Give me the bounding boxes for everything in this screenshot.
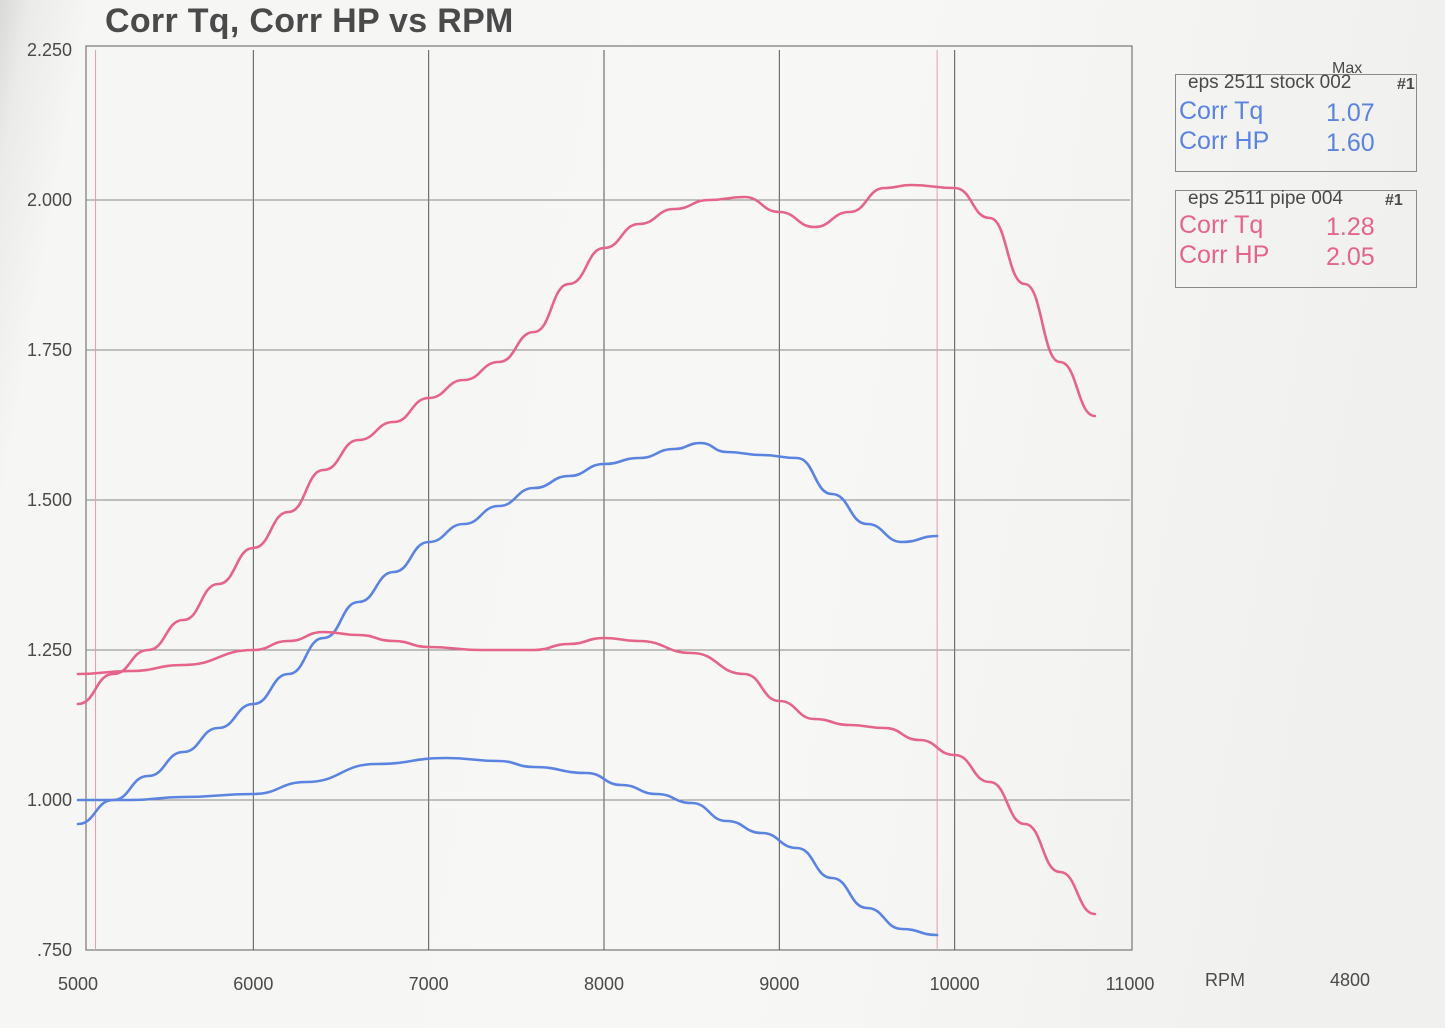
legend-pipe-hp-label: Corr HP xyxy=(1179,241,1270,269)
series-line-pipe-corr-tq xyxy=(76,630,1097,916)
legend-max-label: Max xyxy=(1332,60,1363,77)
x-tick-label: 6000 xyxy=(233,974,273,994)
legend-stock: eps 2511 stock 002 Corr Tq 1.07 Corr HP … xyxy=(1175,72,1417,172)
y-tick-label: 1.750 xyxy=(27,340,72,360)
legend-stock-tq-max: 1.07 xyxy=(1326,99,1375,127)
legend-pipe-run: #1 xyxy=(1385,192,1403,209)
legend-pipe-tq-label: Corr Tq xyxy=(1179,211,1264,239)
chart-title: Corr Tq, Corr HP vs RPM xyxy=(105,2,514,40)
legend-stock-hp-label: Corr HP xyxy=(1179,127,1270,155)
y-tick-label: 2.250 xyxy=(27,40,72,60)
x-axis-extra-value: 4800 xyxy=(1330,970,1370,990)
x-axis-label: RPM xyxy=(1205,970,1245,990)
x-tick-label: 5000 xyxy=(58,974,98,994)
legend-stock-tq-label: Corr Tq xyxy=(1179,97,1264,125)
y-tick-label: 1.500 xyxy=(27,490,72,510)
x-tick-label: 8000 xyxy=(584,974,624,994)
y-tick-label: .750 xyxy=(37,940,72,960)
legend-stock-hp-max: 1.60 xyxy=(1326,129,1375,157)
y-tick-label: 1.250 xyxy=(27,640,72,660)
legend-pipe-hp-max: 2.05 xyxy=(1326,243,1375,271)
legend-pipe-tq-max: 1.28 xyxy=(1326,213,1375,241)
x-tick-label: 11000 xyxy=(1106,974,1155,994)
x-tick-label: 7000 xyxy=(409,974,449,994)
plot-frame xyxy=(85,45,1133,951)
legend-pipe: eps 2511 pipe 004 Corr Tq 1.28 Corr HP 2… xyxy=(1175,188,1417,288)
series-line-pipe-corr-hp xyxy=(76,183,1097,706)
y-tick-label: 1.000 xyxy=(27,790,72,810)
x-tick-label: 10000 xyxy=(930,974,980,994)
series-line-stock-corr-tq xyxy=(76,756,939,937)
legend-stock-run: #1 xyxy=(1397,76,1415,93)
legend-pipe-header: eps 2511 pipe 004 xyxy=(1188,188,1343,209)
series-line-stock-corr-hp xyxy=(76,441,939,826)
x-tick-label: 9000 xyxy=(759,974,799,994)
legend-stock-header: eps 2511 stock 002 xyxy=(1188,72,1352,93)
y-tick-label: 2.000 xyxy=(27,190,72,210)
